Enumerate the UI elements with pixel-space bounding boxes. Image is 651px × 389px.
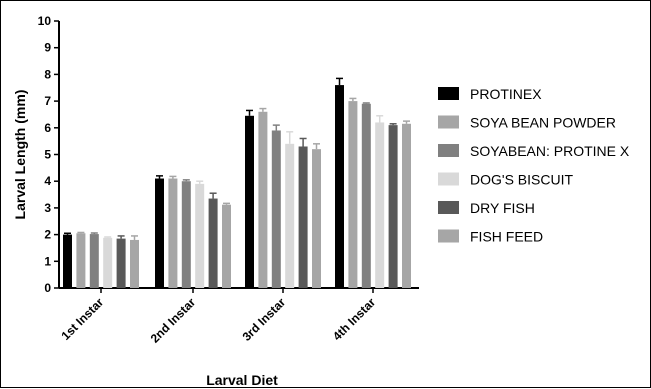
bar	[335, 85, 344, 288]
y-ticks: 0 1 2 3 4 5 6 7 8 9 10	[38, 14, 59, 295]
bar	[402, 123, 411, 288]
bar	[130, 239, 139, 288]
bar	[285, 143, 295, 288]
legend-swatch	[438, 115, 459, 129]
bar	[258, 111, 268, 288]
legend-label: SOYABEAN: PROTINE X	[470, 143, 630, 159]
bar	[375, 122, 385, 289]
y-tick-label: 9	[44, 41, 51, 55]
x-tick-label: 2nd Instar	[148, 295, 199, 346]
bar	[76, 233, 86, 288]
bar	[63, 234, 72, 288]
x-axis-title: Larval Diet	[206, 372, 278, 388]
bar	[89, 234, 99, 288]
y-tick-label: 0	[44, 281, 51, 295]
y-tick-label: 10	[38, 14, 52, 28]
bar	[222, 204, 231, 288]
legend-label: SOYA BEAN POWDER	[470, 115, 616, 131]
bar	[245, 115, 254, 288]
legend-swatch	[438, 229, 459, 243]
x-tick-label: 3rd Instar	[240, 295, 289, 344]
bars	[63, 77, 411, 289]
legend-label: FISH FEED	[470, 229, 543, 245]
bar	[348, 101, 358, 288]
y-tick-label: 2	[44, 228, 51, 242]
x-tick-label: 1st Instar	[58, 295, 106, 343]
y-axis-title: Larval Length (mm)	[12, 90, 28, 220]
legend-swatch	[438, 87, 459, 100]
bar	[195, 183, 205, 288]
bar	[181, 181, 191, 288]
y-tick-label: 8	[44, 67, 51, 81]
bar	[103, 237, 113, 288]
bar	[168, 178, 178, 288]
bar	[155, 178, 164, 288]
bar	[312, 149, 321, 288]
x-ticks: 1st Instar 2nd Instar 3rd Instar 4th Instar	[58, 288, 378, 346]
bar	[388, 125, 398, 288]
x-tick-label: 4th Instar	[330, 295, 378, 343]
y-tick-label: 5	[44, 148, 51, 162]
legend-swatch	[438, 172, 459, 186]
bar	[116, 238, 126, 288]
legend-label: DOG'S BISCUIT	[470, 172, 573, 188]
y-tick-label: 7	[44, 94, 51, 108]
legend: PROTINEX SOYA BEAN POWDER SOYABEAN: PROTIN…	[438, 86, 630, 245]
legend-label: DRY FISH	[470, 200, 535, 216]
bar	[208, 198, 218, 288]
bar	[298, 146, 308, 288]
legend-label: PROTINEX	[470, 86, 542, 102]
bar	[271, 130, 281, 288]
y-tick-label: 4	[44, 174, 51, 188]
legend-swatch	[438, 144, 459, 157]
bar	[361, 103, 371, 289]
y-tick-label: 1	[44, 254, 51, 268]
y-tick-label: 6	[44, 121, 51, 135]
y-tick-label: 3	[44, 201, 51, 215]
legend-swatch	[438, 201, 459, 214]
